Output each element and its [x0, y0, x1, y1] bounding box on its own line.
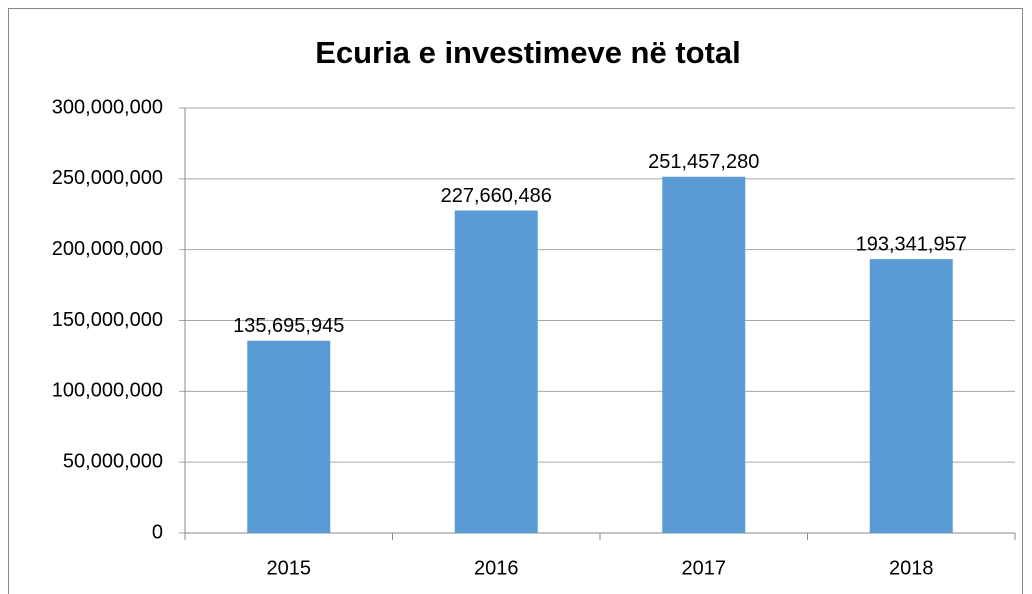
data-label: 251,457,280 — [648, 151, 759, 173]
y-tick-label: 150,000,000 — [52, 309, 163, 331]
data-label: 135,695,945 — [233, 315, 344, 337]
y-tick-label: 250,000,000 — [52, 167, 163, 189]
data-label: 227,660,486 — [441, 185, 552, 207]
x-tick-label: 2015 — [267, 557, 312, 579]
chart-title: Ecuria e investimeve në total — [315, 35, 741, 70]
bar — [454, 210, 538, 534]
y-tick-label: 50,000,000 — [63, 450, 163, 472]
bar — [869, 259, 953, 533]
x-tick-label: 2018 — [889, 557, 934, 579]
x-tick-label: 2016 — [474, 557, 519, 579]
y-tick-label: 0 — [152, 521, 163, 543]
y-tick-label: 100,000,000 — [52, 380, 163, 402]
bar — [662, 176, 746, 533]
y-tick-label: 200,000,000 — [52, 238, 163, 260]
x-tick-label: 2017 — [682, 557, 727, 579]
bar — [247, 340, 331, 533]
data-label: 193,341,957 — [856, 233, 967, 255]
y-tick-label: 300,000,000 — [52, 96, 163, 118]
